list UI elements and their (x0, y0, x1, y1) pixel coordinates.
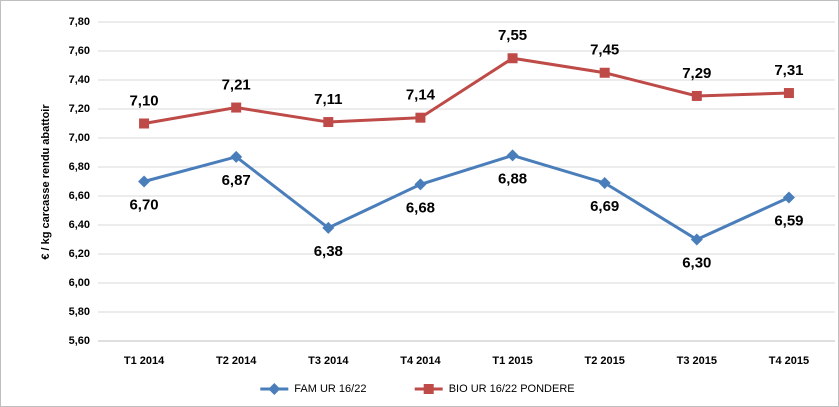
value-label: 7,31 (774, 62, 803, 79)
y-tick-label: 5,60 (69, 335, 90, 347)
x-tick-label: T4 2014 (400, 355, 441, 367)
value-label: 7,11 (314, 91, 342, 108)
x-tick-label: T3 2015 (677, 355, 717, 367)
value-label: 6,70 (129, 196, 158, 213)
value-label: 7,10 (129, 92, 158, 109)
x-tick-label: T2 2015 (585, 355, 625, 367)
value-label: 6,68 (406, 199, 435, 216)
data-point (507, 53, 518, 64)
y-tick-label: 7,00 (69, 132, 90, 144)
y-tick-label: 6,80 (69, 161, 90, 173)
x-tick-label: T4 2015 (769, 355, 809, 367)
series-line (143, 153, 790, 242)
value-label: 7,29 (682, 65, 711, 82)
data-point (598, 176, 611, 189)
y-tick-label: 7,20 (69, 103, 90, 115)
value-label: 7,45 (590, 42, 619, 59)
value-label: 7,14 (406, 87, 436, 104)
data-point (231, 102, 242, 113)
y-tick-label: 6,20 (69, 248, 90, 260)
data-point (414, 178, 427, 191)
y-tick-label: 6,40 (69, 219, 90, 231)
x-tick-label: T1 2014 (124, 355, 165, 367)
x-tick-label: T3 2014 (308, 355, 349, 367)
y-tick-label: 5,80 (69, 306, 90, 318)
value-label: 7,21 (222, 77, 251, 94)
value-label: 7,55 (498, 27, 527, 44)
y-tick-label: 6,00 (69, 277, 90, 289)
data-point (323, 117, 334, 128)
value-label: 6,87 (222, 172, 251, 189)
y-tick-label: 7,40 (69, 74, 90, 86)
x-tick-label: T2 2014 (216, 355, 257, 367)
y-tick-label: 7,60 (69, 45, 90, 57)
series-line (143, 56, 789, 125)
data-point (783, 88, 794, 99)
y-tick-label: 6,60 (69, 190, 90, 202)
data-point (506, 149, 519, 162)
data-point (322, 221, 335, 234)
legend-marker (268, 383, 281, 395)
legend-marker (423, 384, 434, 394)
value-label: 6,69 (590, 198, 619, 215)
data-point (415, 112, 426, 123)
value-label: 6,38 (314, 243, 343, 260)
legend-label: FAM UR 16/22 (294, 383, 366, 395)
value-label: 6,88 (498, 170, 527, 187)
legend-label: BIO UR 16/22 PONDERE (449, 383, 575, 395)
data-point (599, 67, 610, 78)
data-point (230, 150, 243, 163)
y-tick-label: 7,80 (69, 16, 90, 28)
data-point (690, 233, 703, 246)
value-label: 6,59 (774, 212, 803, 229)
x-tick-label: T1 2015 (492, 355, 532, 367)
y-axis-label: € / kg carcasse rendu abattoir (40, 104, 52, 260)
data-point (782, 191, 795, 204)
data-point (138, 175, 151, 188)
value-label: 6,30 (682, 254, 711, 271)
data-point (691, 90, 702, 101)
data-point (139, 118, 150, 129)
